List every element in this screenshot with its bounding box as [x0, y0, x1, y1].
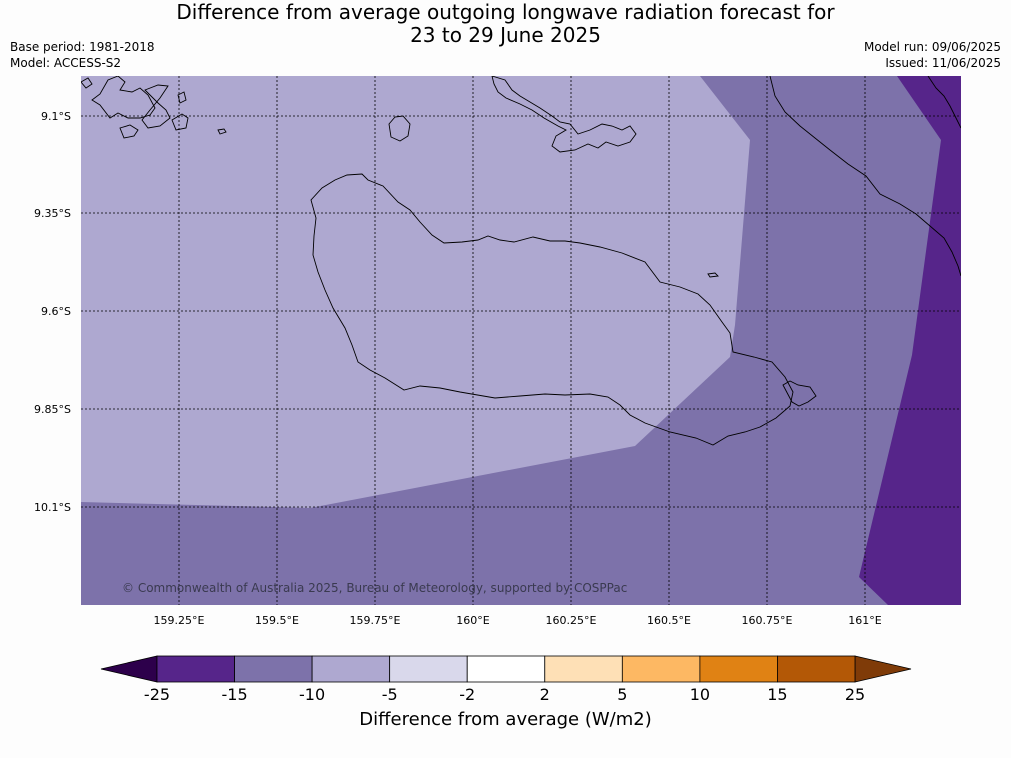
lat-label: 9.35°S — [34, 207, 71, 220]
colorbar-segment — [621, 655, 701, 683]
map-plot-area: © Commonwealth of Australia 2025, Bureau… — [81, 76, 961, 605]
colorbar-segment — [699, 655, 778, 683]
lon-label: 159.25°E — [154, 614, 205, 627]
colorbar-tick-label: -10 — [299, 685, 325, 704]
lon-label: 160.5°E — [647, 614, 691, 627]
longitude-labels: 159.25°E 159.5°E 159.75°E 160°E 160.25°E… — [154, 614, 882, 627]
model-info: Base period: 1981-2018 Model: ACCESS-S2 — [10, 39, 155, 71]
colorbar-tick-label: -2 — [459, 685, 475, 704]
issued-date: Issued: 11/06/2025 — [885, 56, 1001, 70]
anomaly-region-dark — [859, 76, 961, 605]
graticule — [81, 76, 961, 605]
map-title: Difference from average outgoing longwav… — [0, 1, 1011, 47]
title-line-1: Difference from average outgoing longwav… — [176, 0, 835, 24]
lon-label: 160.75°E — [742, 614, 793, 627]
colorbar-segment — [234, 655, 313, 683]
run-info: Model run: 09/06/2025 Issued: 11/06/2025 — [864, 39, 1001, 71]
lat-label: 9.85°S — [34, 403, 71, 416]
anomaly-region-medium — [81, 76, 961, 605]
colorbar-tick-label: 2 — [540, 685, 550, 704]
colorbar-segment — [466, 655, 546, 683]
copyright-notice: © Commonwealth of Australia 2025, Bureau… — [122, 581, 627, 595]
colorbar-segment — [544, 655, 623, 683]
lon-label: 160.25°E — [546, 614, 597, 627]
model-run: Model run: 09/06/2025 — [863, 40, 1001, 54]
lat-label: 9.6°S — [41, 305, 71, 318]
colorbar-under-arrow — [100, 655, 158, 683]
lat-label: 9.1°S — [41, 110, 71, 123]
base-period: Base period: 1981-2018 — [10, 40, 155, 54]
lon-label: 159.75°E — [350, 614, 401, 627]
title-line-2: 23 to 29 June 2025 — [410, 23, 601, 47]
colorbar-tick-label: 10 — [690, 685, 710, 704]
colorbar-tick-label: 5 — [617, 685, 627, 704]
colorbar: -25 -15 -10 -5 -2 2 5 10 15 25 — [100, 655, 912, 704]
colorbar-over-arrow — [854, 655, 912, 683]
lon-label: 160°E — [456, 614, 489, 627]
colorbar-label: Difference from average (W/m2) — [359, 709, 652, 730]
colorbar-tick-label: -25 — [144, 685, 170, 704]
lon-label: 161°E — [848, 614, 881, 627]
colorbar-tick-label: 15 — [767, 685, 787, 704]
model-name: Model: ACCESS-S2 — [10, 56, 122, 70]
colorbar-tick-label: -15 — [221, 685, 247, 704]
colorbar-segment — [311, 655, 391, 683]
lon-label: 159.5°E — [255, 614, 299, 627]
latitude-labels: 9.1°S 9.35°S 9.6°S 9.85°S 10.1°S — [34, 110, 71, 514]
colorbar-segment — [389, 655, 468, 683]
colorbar-tick-label: 25 — [845, 685, 865, 704]
coastline — [81, 76, 961, 446]
colorbar-segment — [156, 655, 235, 683]
colorbar-tick-label: -5 — [382, 685, 398, 704]
colorbar-segment — [777, 655, 856, 683]
lat-label: 10.1°S — [34, 501, 71, 514]
